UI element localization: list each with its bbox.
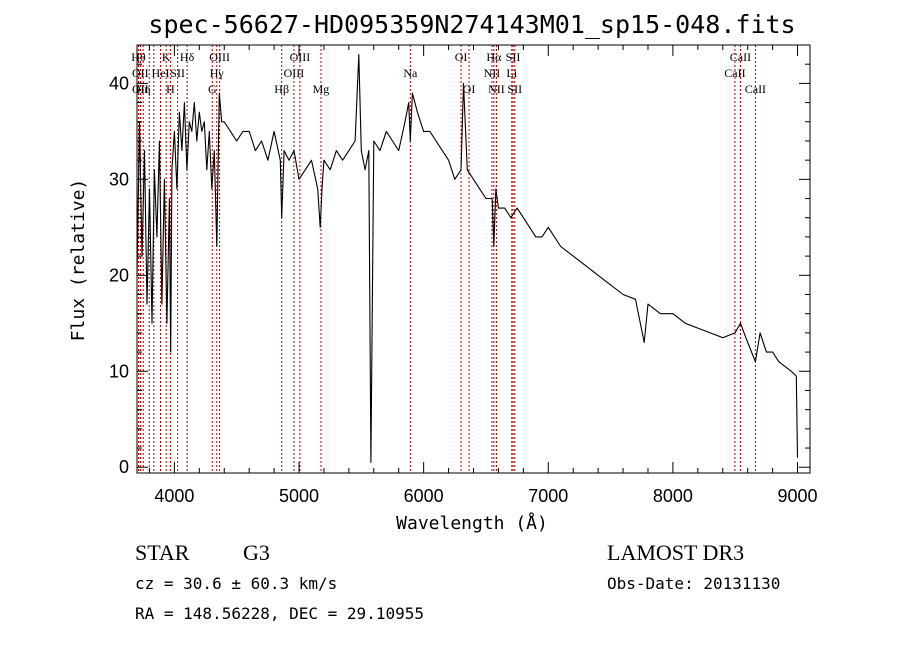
line-label: NII — [484, 66, 501, 80]
line-label: CaII — [724, 66, 745, 80]
x-tick-label: 5000 — [279, 486, 319, 506]
line-label: CaII — [730, 50, 751, 64]
obs-date-text: Obs-Date: 20131130 — [607, 574, 780, 593]
line-label: Hα — [486, 50, 502, 64]
y-tick-label: 30 — [109, 169, 129, 189]
line-label: Hθ — [131, 50, 146, 64]
emission-line-labels: HθOIIOIIHηHeIKHSIIHδGHγOIIIHβOIIIOIIIMgN… — [131, 50, 766, 96]
line-label: OI — [463, 82, 476, 96]
line-label: OIII — [209, 50, 230, 64]
chart-title: spec-56627-HD095359N274143M01_sp15-048.f… — [148, 10, 795, 39]
y-axis-label: Flux (relative) — [68, 179, 89, 342]
line-label: Hγ — [210, 66, 225, 80]
axis-ticks: 4000 5000 6000 7000 8000 9000 0 10 20 30 40 — [109, 45, 818, 506]
x-tick-label: 6000 — [404, 486, 444, 506]
y-tick-label: 20 — [109, 265, 129, 285]
x-axis-label: Wavelength (Å) — [396, 512, 548, 534]
y-tick-label: 0 — [119, 457, 129, 477]
line-label: HeI — [152, 66, 170, 80]
line-label: SII — [507, 82, 522, 96]
line-label: SII — [170, 66, 185, 80]
line-label: G — [208, 82, 217, 96]
line-label: OII — [132, 66, 149, 80]
line-label: Na — [403, 66, 418, 80]
line-label: CaII — [745, 82, 766, 96]
redshift-text: cz = 30.6 ± 60.3 km/s — [135, 574, 337, 593]
line-label: NII — [488, 82, 505, 96]
line-label: Li — [506, 66, 517, 80]
object-subclass: G3 — [243, 540, 270, 565]
plot-frame — [136, 44, 811, 474]
y-tick-label: 10 — [109, 361, 129, 381]
line-label: Hβ — [274, 82, 289, 96]
x-tick-label: 8000 — [653, 486, 693, 506]
line-label: OII — [132, 82, 149, 96]
object-class: STAR — [135, 540, 190, 565]
line-label: OI — [455, 50, 468, 64]
x-tick-label: 7000 — [528, 486, 568, 506]
spectrum-layer — [136, 54, 799, 463]
line-label: Hδ — [180, 50, 195, 64]
line-label: H — [166, 82, 175, 96]
line-label: OIII — [284, 66, 305, 80]
line-label: Hη — [136, 82, 151, 96]
line-label: SII — [506, 50, 521, 64]
line-label: Mg — [313, 82, 330, 96]
survey-name: LAMOST DR3 — [607, 540, 744, 565]
x-tick-label: 9000 — [778, 486, 818, 506]
emission-line-markers — [137, 45, 756, 473]
coordinates-text: RA = 148.56228, DEC = 29.10955 — [135, 604, 424, 623]
line-label: OIII — [290, 50, 311, 64]
spectrum-line — [136, 54, 799, 463]
y-tick-label: 40 — [109, 73, 129, 93]
line-label: K — [162, 50, 171, 64]
x-tick-label: 4000 — [154, 486, 194, 506]
